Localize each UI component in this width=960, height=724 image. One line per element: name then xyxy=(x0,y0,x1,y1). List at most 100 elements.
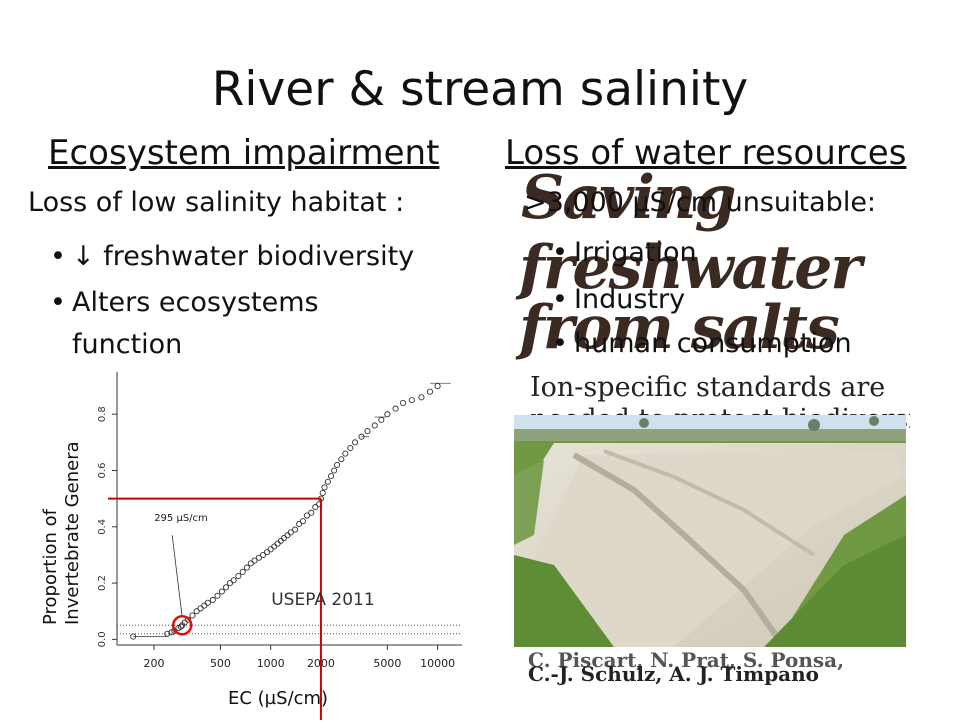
left-intro: Loss of low salinity habitat : xyxy=(28,187,405,218)
data-point xyxy=(296,520,303,528)
y-tick-label: 0.0 xyxy=(97,631,108,647)
data-point xyxy=(418,394,425,401)
data-point xyxy=(230,577,237,584)
paper-authors-line-1: C. Piscart, N. Prat, S. Ponsa, xyxy=(528,648,844,672)
data-point xyxy=(201,602,208,609)
threshold-highlight-circle xyxy=(171,615,193,636)
data-point xyxy=(271,543,278,550)
data-point xyxy=(197,605,204,612)
data-point xyxy=(222,584,230,591)
x-tick-label: 10000 xyxy=(420,657,455,670)
data-point xyxy=(247,560,254,567)
cumulative-distribution-chart: 0.00.20.40.60.82005001000200050001000029… xyxy=(97,372,462,720)
y-tick-label: 0.2 xyxy=(97,575,108,591)
usepa-label: USEPA 2011 xyxy=(271,590,374,610)
bullet-marker: • xyxy=(552,328,568,359)
right-heading: Loss of water resources xyxy=(505,133,907,173)
data-point xyxy=(342,450,349,457)
data-point xyxy=(308,509,315,516)
x-tick-label: 500 xyxy=(210,657,231,670)
left-bullet-2-cont: function xyxy=(72,329,183,360)
right-bullet-3: human consumption xyxy=(574,328,852,359)
data-point xyxy=(209,596,216,604)
right-bullet-2: Industry xyxy=(574,284,686,315)
author-4: C.-J. Schulz, xyxy=(528,662,663,686)
data-point xyxy=(299,518,306,525)
left-bullet-2: Alters ecosystems xyxy=(72,287,319,318)
data-point xyxy=(392,405,399,412)
data-point xyxy=(319,489,326,497)
data-point xyxy=(263,549,271,556)
data-point xyxy=(364,428,371,435)
data-point xyxy=(214,592,221,599)
data-point xyxy=(235,572,242,580)
data-point xyxy=(218,588,225,595)
bullet-marker: • xyxy=(50,287,66,318)
x-tick-label: 5000 xyxy=(373,657,401,670)
data-point xyxy=(204,599,211,606)
data-point xyxy=(328,473,335,480)
data-point xyxy=(255,554,262,561)
paper-title-line-3: from salts xyxy=(519,293,840,363)
author-5: A. J. Timpano xyxy=(669,662,820,686)
bullet-marker: • xyxy=(552,284,568,315)
right-intro: >3,000 µS/cm unsuitable: xyxy=(524,187,877,218)
data-point xyxy=(334,461,341,468)
x-tick-label: 1000 xyxy=(257,657,285,670)
data-point xyxy=(347,444,354,452)
chart-container: 0.00.20.40.60.82005001000200050001000029… xyxy=(0,360,500,720)
data-point xyxy=(251,557,258,564)
author-3: S. Ponsa, xyxy=(742,648,845,672)
paper-title-line-2: freshwater xyxy=(519,233,862,303)
y-tick-label: 0.8 xyxy=(97,406,108,422)
data-point xyxy=(260,551,267,558)
y-tick-label: 0.4 xyxy=(97,519,108,535)
annotation-leader-line xyxy=(171,535,183,618)
data-point xyxy=(331,467,338,474)
left-bullet-1: ↓ freshwater biodiversity xyxy=(72,241,415,272)
data-point xyxy=(384,411,391,418)
data-point xyxy=(277,537,284,544)
data-point xyxy=(177,623,185,630)
bullet-marker: • xyxy=(552,237,568,268)
data-point xyxy=(226,580,233,587)
data-point xyxy=(399,399,407,407)
right-bullet-1: Irrigation xyxy=(574,237,697,268)
paper-authors-line-2: C.-J. Schulz, A. J. Timpano xyxy=(528,662,819,686)
author-1: C. Piscart, xyxy=(528,648,644,672)
paper-subtitle: Ion-specific standards are xyxy=(530,372,886,403)
y-tick-label: 0.6 xyxy=(97,463,108,479)
data-point xyxy=(284,532,291,539)
data-point xyxy=(130,633,137,640)
data-point xyxy=(324,478,331,485)
data-point xyxy=(267,546,274,553)
field-photo xyxy=(514,415,906,647)
data-point xyxy=(426,388,434,395)
x-axis-label: EC (µS/cm) xyxy=(228,688,329,709)
data-point xyxy=(287,529,294,536)
field-photo-image xyxy=(514,415,906,647)
data-point xyxy=(280,535,287,542)
data-point xyxy=(321,484,328,491)
data-point xyxy=(303,512,311,519)
data-point xyxy=(239,568,246,575)
left-heading: Ecosystem impairment xyxy=(48,133,440,173)
data-point xyxy=(292,526,299,533)
data-point xyxy=(274,540,281,547)
x-tick-label: 200 xyxy=(144,657,165,670)
slide-title: River & stream salinity xyxy=(211,62,749,117)
data-point xyxy=(193,608,200,615)
data-point xyxy=(243,564,250,571)
bullet-marker: • xyxy=(50,241,66,272)
data-point xyxy=(189,612,196,619)
paper-title-line-1: Saving xyxy=(521,163,736,233)
data-point xyxy=(434,383,441,390)
data-point xyxy=(371,422,378,429)
data-point xyxy=(312,504,319,511)
data-point xyxy=(378,416,385,423)
author-2: N. Prat, xyxy=(650,648,736,672)
data-point xyxy=(358,433,365,440)
y-axis-label-line-1: Proportion of xyxy=(40,509,61,625)
data-point xyxy=(351,439,359,446)
data-point xyxy=(338,456,345,463)
